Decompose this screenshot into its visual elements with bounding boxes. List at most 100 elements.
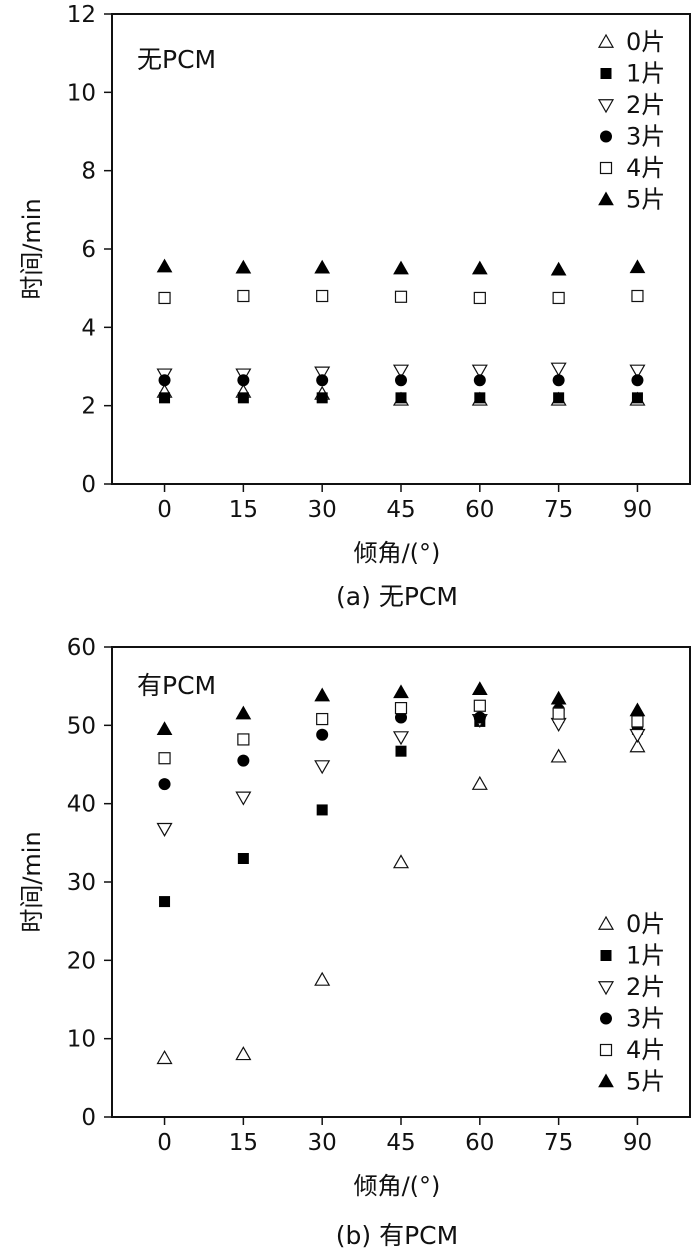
data-point	[394, 701, 408, 715]
data-point	[237, 754, 250, 767]
legend-marker	[598, 191, 614, 206]
legend-label: 4片	[626, 1036, 665, 1064]
data-point	[156, 822, 173, 837]
legend-marker	[600, 68, 612, 79]
x-tick-label: 60	[465, 497, 494, 523]
data-point	[631, 374, 644, 387]
panel-b-caption: (b) 有PCM	[336, 1221, 458, 1250]
data-point	[550, 748, 567, 763]
data-point	[235, 1046, 252, 1061]
data-point	[156, 1050, 173, 1065]
data-point	[394, 290, 408, 303]
legend-label: 3片	[626, 1005, 665, 1033]
legend-label: 4片	[626, 154, 665, 182]
x-tick-label: 90	[623, 1130, 652, 1156]
y-tick-label: 6	[81, 237, 96, 263]
legend-marker	[598, 1073, 614, 1088]
data-point	[395, 711, 407, 724]
data-point	[629, 738, 646, 753]
panel-a-tick-group: 0 15 30 45 60 75 90 0 2 4 6 8 10 12	[67, 2, 652, 523]
data-point	[392, 731, 410, 746]
data-point	[553, 392, 565, 404]
panel-b-legend: 0片 1片 2片 3片 4片 5片	[597, 910, 665, 1096]
data-point	[629, 364, 646, 379]
data-point	[473, 711, 486, 724]
x-tick-label: 15	[229, 497, 258, 523]
data-point	[158, 778, 171, 791]
panel-b-y-axis-title: 时间/min	[18, 831, 46, 932]
data-point	[237, 392, 249, 404]
data-point	[314, 760, 331, 775]
data-point	[158, 291, 171, 305]
legend-marker	[599, 1043, 613, 1057]
data-point	[159, 896, 171, 908]
data-point	[316, 712, 329, 726]
data-point	[550, 261, 567, 276]
data-point	[629, 259, 646, 274]
data-point	[235, 259, 252, 274]
data-point	[156, 258, 173, 273]
data-point	[237, 374, 250, 387]
panel-a-x-axis-title: 倾角/(°)	[354, 539, 441, 567]
legend-label: 0片	[626, 28, 665, 56]
panel-b-x-axis-title: 倾角/(°)	[354, 1172, 441, 1200]
data-point	[473, 699, 486, 712]
data-point	[235, 705, 252, 720]
data-point	[629, 728, 646, 743]
data-point	[550, 362, 567, 377]
data-point	[471, 364, 488, 379]
y-tick-label: 10	[67, 1027, 96, 1053]
data-point	[471, 775, 488, 790]
data-point	[156, 721, 173, 735]
x-tick-label: 45	[386, 497, 415, 523]
panel-b-tick-group: 0 15 30 45 60 75 90 0 10 20 30 40 50 60	[67, 635, 652, 1156]
legend-label: 0片	[626, 910, 665, 938]
data-point	[158, 374, 171, 387]
x-tick-label: 15	[229, 1130, 258, 1156]
data-point	[395, 392, 407, 404]
legend-marker	[600, 950, 612, 961]
data-point	[631, 289, 644, 303]
data-point	[158, 752, 171, 765]
x-tick-label: 30	[308, 1130, 337, 1156]
panel-a-plot-frame	[111, 13, 691, 485]
data-point	[314, 971, 331, 986]
y-tick-label: 12	[67, 2, 96, 28]
y-tick-label: 10	[67, 80, 96, 106]
legend-label: 2片	[626, 973, 665, 1001]
x-tick-label: 60	[465, 1130, 494, 1156]
data-point	[316, 374, 329, 387]
y-tick-label: 40	[67, 792, 96, 818]
data-point	[316, 728, 329, 741]
data-point	[550, 717, 567, 732]
data-point	[552, 291, 565, 305]
panel-a-y-axis-title: 时间/min	[18, 198, 46, 299]
legend-marker	[597, 99, 615, 114]
data-point	[314, 366, 331, 381]
data-point	[473, 291, 486, 305]
data-point	[552, 374, 565, 387]
x-tick-label: 0	[157, 1130, 172, 1156]
y-tick-label: 8	[81, 159, 96, 185]
data-point	[316, 289, 329, 303]
data-point	[314, 687, 331, 702]
data-point	[237, 853, 249, 864]
legend-marker	[597, 981, 615, 996]
data-point	[237, 733, 250, 746]
panel-b-series-group	[156, 681, 646, 1065]
data-point	[552, 707, 565, 720]
data-point	[393, 260, 409, 275]
legend-label: 1片	[626, 942, 665, 970]
data-point	[392, 854, 410, 869]
data-point	[316, 392, 328, 404]
data-point	[395, 374, 407, 387]
y-tick-label: 20	[67, 948, 96, 974]
x-tick-label: 0	[157, 497, 172, 523]
panel-a-chart: 0 15 30 45 60 75 90 0 2 4 6 8 10 12 0片 1片 2片 3片 4片 5片 无PCM…	[18, 2, 691, 611]
y-tick-label: 50	[67, 713, 96, 739]
x-tick-label: 30	[308, 497, 337, 523]
data-point	[471, 260, 488, 275]
data-point	[550, 690, 567, 705]
